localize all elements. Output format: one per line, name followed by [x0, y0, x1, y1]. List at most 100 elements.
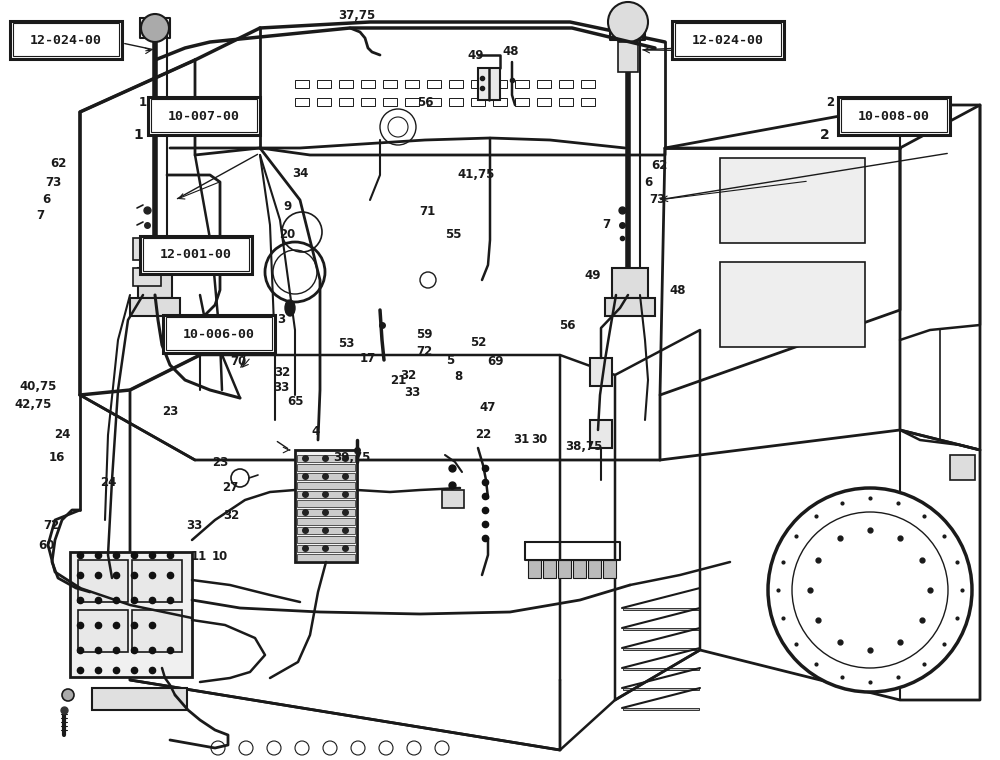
Bar	[132, 610, 182, 652]
Bar	[581, 98, 595, 106]
Text: 49: 49	[585, 268, 601, 282]
Text: 24: 24	[54, 428, 70, 442]
Bar	[130, 298, 180, 316]
Bar	[573, 560, 586, 578]
Text: 32: 32	[274, 366, 290, 379]
Text: 72: 72	[43, 519, 59, 533]
Bar	[623, 628, 699, 630]
Bar	[295, 98, 309, 106]
Bar	[612, 268, 648, 298]
Text: 23: 23	[162, 405, 178, 419]
Bar	[133, 268, 161, 286]
Bar	[515, 98, 529, 106]
Bar	[559, 98, 573, 106]
Bar	[10, 21, 122, 59]
Text: 7: 7	[602, 218, 610, 232]
Text: 32: 32	[223, 508, 239, 522]
Text: 52: 52	[470, 335, 486, 349]
Bar	[295, 80, 309, 88]
Bar	[133, 238, 161, 260]
Bar	[361, 80, 375, 88]
Bar	[297, 518, 355, 525]
Bar	[675, 24, 781, 56]
Text: 30: 30	[531, 432, 547, 446]
Circle shape	[231, 469, 249, 487]
Text: 16: 16	[49, 451, 65, 464]
Text: 62: 62	[50, 157, 66, 170]
Bar	[92, 688, 187, 710]
Text: 22: 22	[475, 428, 491, 442]
Text: 24: 24	[100, 476, 116, 489]
Bar	[140, 236, 252, 274]
Text: 8: 8	[454, 370, 462, 384]
Text: 33: 33	[186, 519, 202, 533]
Circle shape	[608, 2, 648, 42]
Bar	[493, 80, 507, 88]
Circle shape	[792, 512, 948, 668]
Text: 33: 33	[404, 385, 420, 399]
Bar	[558, 560, 571, 578]
Text: 9: 9	[284, 200, 292, 214]
Text: 70: 70	[230, 355, 246, 369]
Bar	[317, 80, 331, 88]
Text: 42,75: 42,75	[14, 397, 52, 411]
Text: 21: 21	[390, 373, 406, 387]
Text: 4: 4	[312, 425, 320, 439]
Text: 5: 5	[446, 353, 454, 367]
Bar	[151, 100, 257, 132]
Text: 69: 69	[488, 355, 504, 369]
Text: 49: 49	[468, 49, 484, 62]
Bar	[361, 98, 375, 106]
Bar	[537, 98, 551, 106]
Bar	[528, 560, 541, 578]
Bar	[537, 80, 551, 88]
Bar	[339, 80, 353, 88]
Bar	[383, 98, 397, 106]
Text: 65: 65	[288, 394, 304, 408]
Text: 59: 59	[416, 328, 432, 341]
Bar	[493, 98, 507, 106]
Bar	[163, 315, 275, 353]
Bar	[588, 560, 601, 578]
Bar	[297, 509, 355, 516]
Bar	[950, 455, 975, 480]
Text: 73: 73	[45, 176, 61, 189]
Bar	[623, 648, 699, 650]
Text: 12-001-00: 12-001-00	[160, 248, 232, 261]
Bar	[720, 158, 865, 243]
Text: 39,75: 39,75	[333, 451, 371, 464]
Bar	[618, 42, 638, 72]
Bar	[478, 68, 500, 100]
Text: 11: 11	[191, 549, 207, 563]
Bar	[471, 80, 485, 88]
Text: 1: 1	[139, 96, 147, 109]
Text: 27: 27	[222, 481, 238, 495]
Circle shape	[141, 14, 169, 42]
Bar	[427, 98, 441, 106]
Circle shape	[62, 689, 74, 701]
Bar	[405, 98, 419, 106]
Bar	[838, 97, 950, 135]
Bar	[383, 80, 397, 88]
Text: 10-008-00: 10-008-00	[858, 109, 930, 123]
Bar	[590, 358, 612, 386]
Text: 12-024-00: 12-024-00	[30, 33, 102, 47]
Bar	[297, 545, 355, 552]
Text: 40,75: 40,75	[19, 379, 57, 393]
Bar	[405, 80, 419, 88]
Bar	[449, 80, 463, 88]
Bar	[13, 24, 119, 56]
Text: 60: 60	[38, 539, 54, 553]
Bar	[339, 98, 353, 106]
Circle shape	[768, 488, 972, 692]
Bar	[78, 610, 128, 652]
Text: 6: 6	[644, 176, 652, 189]
Bar	[623, 608, 699, 610]
Text: 6: 6	[42, 192, 50, 206]
Bar	[623, 688, 699, 690]
Bar	[132, 560, 182, 602]
Bar	[623, 708, 699, 710]
Bar	[297, 491, 355, 498]
Text: 17: 17	[360, 352, 376, 366]
Text: 48: 48	[670, 283, 686, 297]
